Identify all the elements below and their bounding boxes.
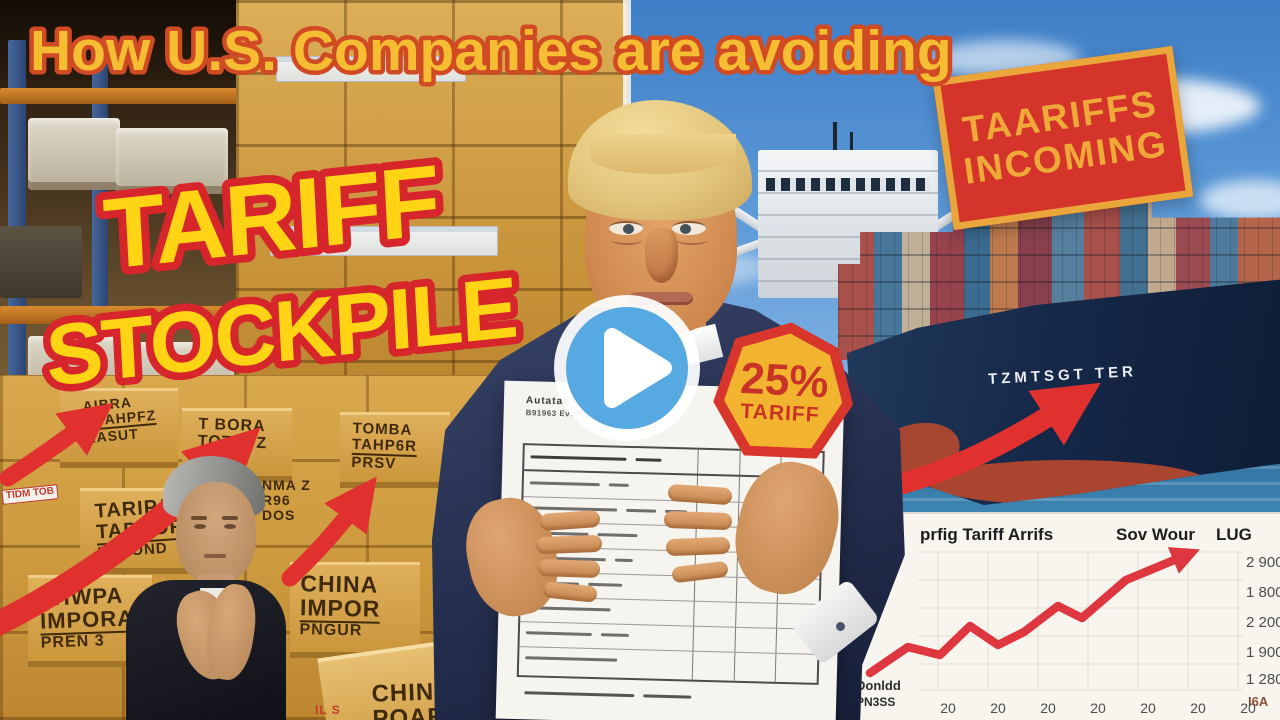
svg-text:20: 20 [1140,700,1156,716]
svg-text:20: 20 [940,700,956,716]
svg-text:20: 20 [1190,700,1206,716]
headline: How U.S. Companies are avoiding [26,15,957,88]
svg-text:20: 20 [990,700,1006,716]
trump-hair-fringe [590,134,736,174]
chart-legend-2: LUG [1216,525,1252,544]
ship-mast [833,122,837,156]
chart-y-labels: 2 900 1 800 2 200 1 900 1 280 I6A [1246,554,1280,709]
play-button[interactable] [552,293,702,443]
chart-annotation-1: Donldd [856,678,901,693]
chart-annotation-2: PN3SS [856,695,895,709]
cufflink [836,622,845,631]
svg-text:20: 20 [1040,700,1056,716]
badge-value: 25% [739,353,830,408]
ship-mast [850,132,853,156]
man-face [176,482,256,584]
tariff-chart: prfig Tariff Arrifs Sov Wour LUG 2 900 1… [848,512,1280,720]
chart-svg: prfig Tariff Arrifs Sov Wour LUG 2 900 1… [856,525,1280,716]
chart-y-footnote: I6A [1248,694,1269,709]
eye [672,221,706,235]
chart-title: prfig Tariff Arrifs [920,525,1053,544]
play-icon [604,328,672,408]
chart-trend-line [865,547,1201,678]
svg-text:2 900: 2 900 [1246,554,1280,571]
chart-legend-1: Sov Wour [1116,525,1195,544]
warehouse-photo [0,0,632,470]
nose [645,228,678,283]
svg-text:2 200: 2 200 [1246,614,1280,631]
eye [609,221,643,235]
cloud [1200,180,1280,220]
svg-text:20: 20 [1240,700,1256,716]
svg-text:20: 20 [1090,700,1106,716]
box-label: IL S [315,703,341,717]
bridge-windows [766,178,930,191]
chart-x-labels: 20 20 20 20 20 20 20 [940,700,1256,716]
document-signature [518,681,694,704]
sticker-line-1: TARIFF [101,146,441,291]
badge-label: TARIFF [740,399,821,427]
headline-text: How U.S. Companies are avoiding [30,19,952,83]
svg-text:1 800: 1 800 [1246,584,1280,601]
svg-text:1 900: 1 900 [1246,644,1280,661]
tariff-stockpile-sticker: TARIFF STOCKPILE [42,146,526,392]
photo-seam [623,0,631,150]
box-label: NMA Z R96 DOS [262,477,311,523]
svg-text:1 280: 1 280 [1246,671,1280,688]
